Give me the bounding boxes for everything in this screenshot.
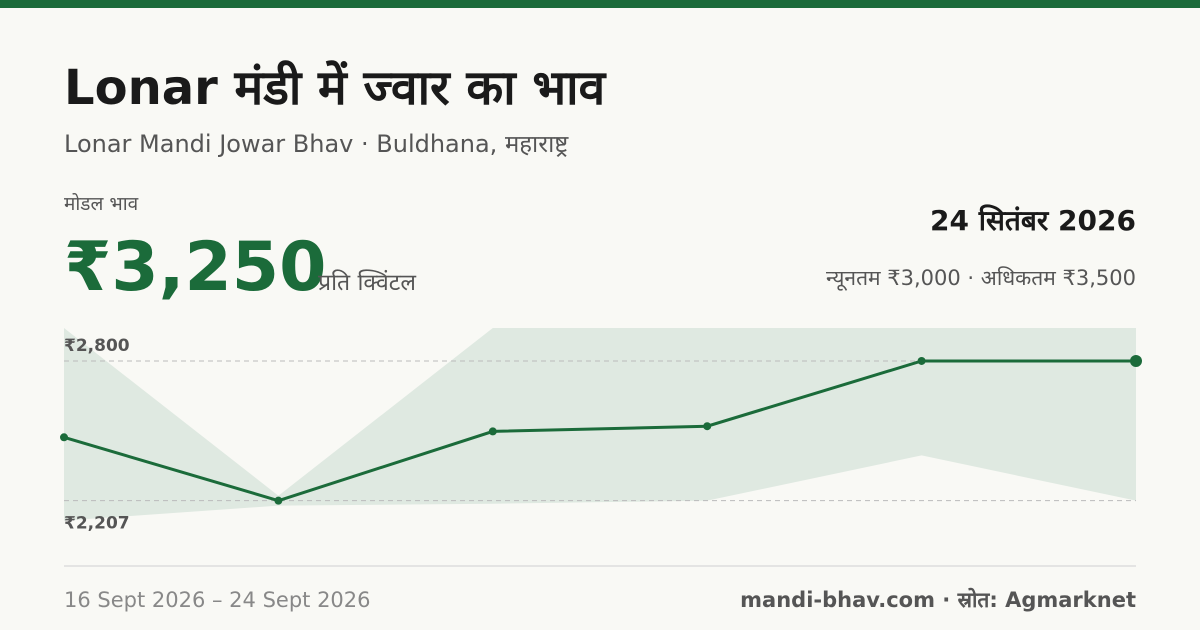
point	[488, 427, 497, 436]
point	[60, 433, 68, 442]
price-value: ₹3,250	[64, 228, 326, 307]
y-tick-label: ₹2,800	[64, 336, 130, 356]
period: 16 Sept 2026 – 24 Sept 2026	[64, 588, 371, 612]
y-tick-label: ₹2,207	[64, 514, 130, 534]
subtitle: Lonar Mandi Jowar Bhav · Buldhana, महारा…	[64, 130, 569, 158]
top-bar	[0, 0, 1200, 8]
point	[703, 422, 712, 431]
plot: ₹2,800 ₹2,207	[60, 328, 1142, 534]
point	[1130, 354, 1142, 367]
title: Lonar मंडी में ज्वार का भाव	[64, 60, 608, 116]
price-range: न्यूनतम ₹3,000 · अधिकतम ₹3,500	[826, 266, 1136, 291]
source: mandi-bhav.com · स्रोत: Agmarknet	[740, 587, 1136, 612]
point	[917, 356, 926, 365]
price-line	[63, 359, 1136, 503]
price-unit: प्रति क्विंटल	[318, 269, 416, 296]
price-date: 24 सितंबर 2026	[930, 204, 1136, 237]
price-label: मोडल भाव	[64, 192, 139, 215]
point	[274, 496, 283, 505]
